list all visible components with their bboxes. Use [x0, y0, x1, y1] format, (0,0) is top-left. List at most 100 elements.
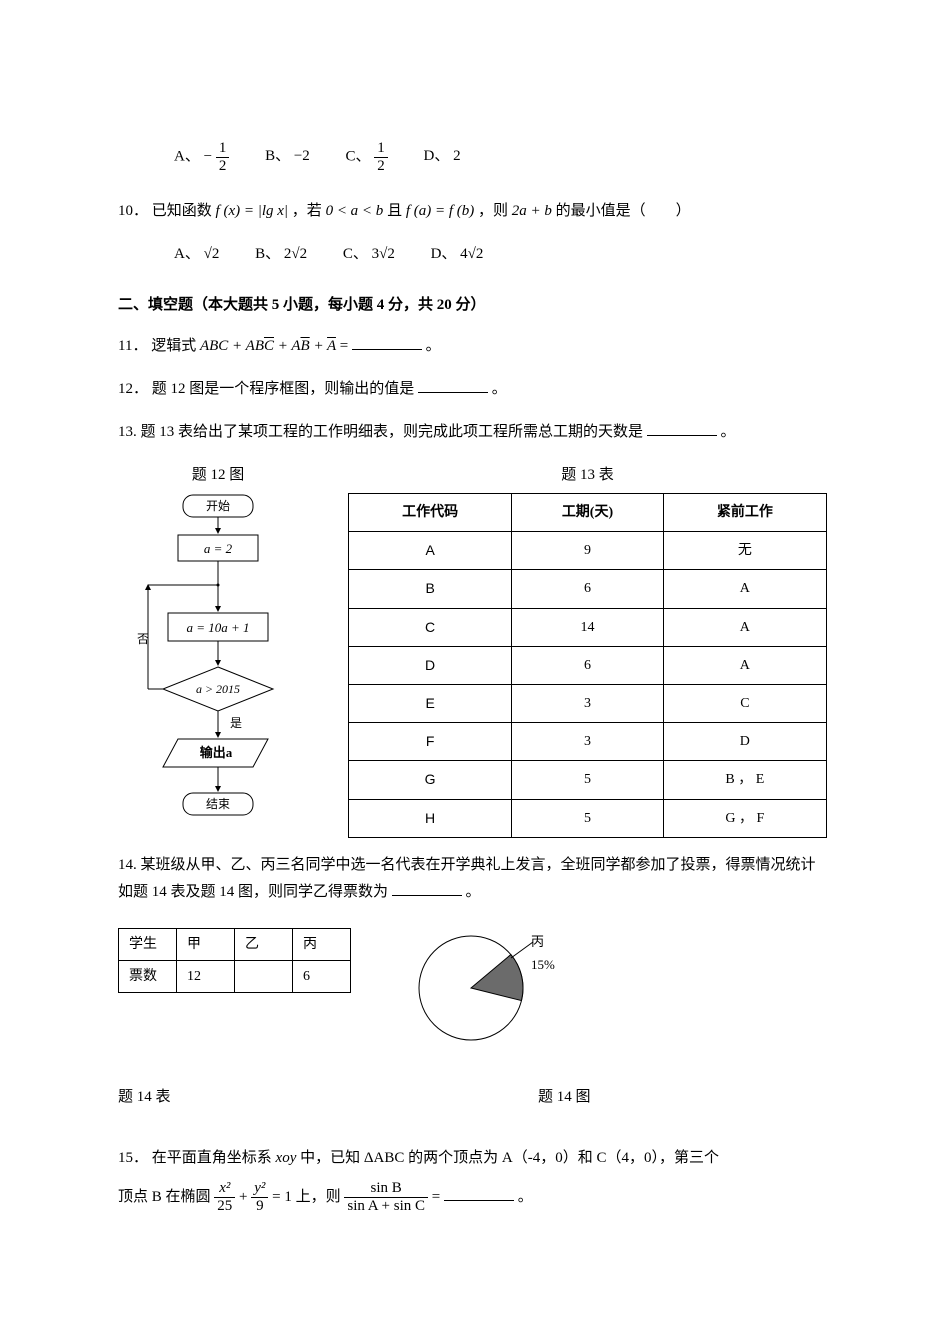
- ellipse-x: x² 25: [214, 1180, 235, 1214]
- td: 5: [512, 799, 664, 837]
- logic-expr: ABC + ABC + AB + A: [200, 338, 340, 354]
- svg-text:是: 是: [230, 716, 242, 730]
- blank: [352, 335, 422, 350]
- table-row: H5G ， F: [349, 799, 827, 837]
- eq: =: [432, 1189, 444, 1205]
- text: ，若: [292, 203, 326, 219]
- q-num: 13.: [118, 424, 137, 440]
- td: G: [349, 761, 512, 799]
- blank: [647, 421, 717, 436]
- table-row: C14A: [349, 608, 827, 646]
- table-row: B6A: [349, 570, 827, 608]
- section-2-title: 二、填空题（本大题共 5 小题，每小题 4 分，共 20 分）: [118, 292, 827, 319]
- end: 。: [492, 381, 507, 397]
- blank: [418, 378, 488, 393]
- q10-opt-c: C、 3√2: [343, 241, 395, 268]
- expr: 2a + b: [512, 203, 552, 219]
- td: H: [349, 799, 512, 837]
- q9-opt-b: B、 −2: [265, 143, 310, 170]
- td: 无: [663, 532, 826, 570]
- q15: 15． 在平面直角坐标系 xoy 中，已知 ΔABC 的两个顶点为 A（-4，0…: [118, 1139, 827, 1217]
- td: D: [349, 646, 512, 684]
- fig12-label: 题 12 图: [118, 462, 318, 489]
- q13: 13. 题 13 表给出了某项工程的工作明细表，则完成此项工程所需总工期的天数是…: [118, 419, 827, 446]
- text: 且: [387, 203, 406, 219]
- td: A: [663, 646, 826, 684]
- flowchart-q12: 题 12 图 开始 a = 2 a = 10a + 1 a: [118, 462, 318, 838]
- td: B: [349, 570, 512, 608]
- fig13-label: 题 13 表: [348, 462, 827, 489]
- q9-opt-a: A、 − 1 2: [174, 140, 229, 174]
- q14-figures: 学生 甲 乙 丙 票数 12 6 丙 15%: [118, 928, 827, 1058]
- end: 。: [466, 884, 481, 900]
- q10-opt-d: D、 4√2: [431, 241, 484, 268]
- eq: f (a) = f (b): [406, 203, 474, 219]
- text: 在平面直角坐标系: [152, 1150, 276, 1166]
- t14: 学生 甲 乙 丙 票数 12 6: [118, 928, 351, 993]
- cond: 0 < a < b: [326, 203, 384, 219]
- text: ，则: [478, 203, 512, 219]
- td: 6: [293, 960, 351, 992]
- table-row: 学生 甲 乙 丙: [119, 928, 351, 960]
- xoy: xoy: [276, 1150, 297, 1166]
- td: 甲: [177, 928, 235, 960]
- text: 的两个顶点为 A（-4，0）和 C（4，0），第三个: [408, 1150, 719, 1166]
- text: 已知函数: [152, 203, 216, 219]
- text: 顶点 B 在椭圆: [118, 1189, 214, 1205]
- table-row: D6A: [349, 646, 827, 684]
- expr: f (x) = |lg x|: [216, 203, 289, 219]
- td: B ， E: [663, 761, 826, 799]
- th: 工期(天): [512, 494, 664, 532]
- q9-opt-c: C、 1 2: [346, 140, 388, 174]
- q10-options: A、 √2 B、 2√2 C、 3√2 D、 4√2: [118, 241, 827, 268]
- sin-frac: sin B sin A + sin C: [344, 1180, 428, 1214]
- svg-text:结束: 结束: [206, 797, 230, 811]
- text: 题 12 图是一个程序框图，则输出的值是: [152, 381, 415, 397]
- caption-table: 题 14 表: [118, 1084, 538, 1111]
- text: = 1 上，则: [272, 1189, 344, 1205]
- end: 。: [518, 1189, 533, 1205]
- frac: 1 2: [374, 140, 388, 174]
- td: D: [663, 723, 826, 761]
- td: A: [349, 532, 512, 570]
- td: 3: [512, 684, 664, 722]
- svg-text:否: 否: [137, 632, 149, 646]
- svg-text:输出a: 输出a: [200, 745, 233, 760]
- table-row: G5B ， E: [349, 761, 827, 799]
- table-q14-wrap: 学生 甲 乙 丙 票数 12 6: [118, 928, 351, 993]
- text: 逻辑式: [151, 338, 200, 354]
- pie-svg: [411, 928, 551, 1048]
- td: G ， F: [663, 799, 826, 837]
- q-num: 15．: [118, 1150, 148, 1166]
- svg-text:开始: 开始: [206, 499, 230, 513]
- table-row: E3C: [349, 684, 827, 722]
- svg-text:a = 2: a = 2: [204, 541, 233, 556]
- t13: 工作代码 工期(天) 紧前工作 A9无B6AC14AD6AE3CF3DG5B ，…: [348, 493, 827, 838]
- text: 的最小值是（ ）: [556, 203, 691, 219]
- svg-text:a > 2015: a > 2015: [196, 682, 240, 696]
- td: [235, 960, 293, 992]
- neg: −: [204, 148, 212, 164]
- q-num: 14.: [118, 857, 137, 873]
- table-row: A9无: [349, 532, 827, 570]
- q10: 10． 已知函数 f (x) = |lg x| ，若 0 < a < b 且 f…: [118, 198, 827, 225]
- td: 票数: [119, 960, 177, 992]
- q-num: 11．: [118, 338, 147, 354]
- table-row: 票数 12 6: [119, 960, 351, 992]
- q10-opt-a: A、 √2: [174, 241, 219, 268]
- opt-label: A、: [174, 148, 200, 164]
- blank: [444, 1186, 514, 1201]
- q-num: 12．: [118, 381, 148, 397]
- td: 6: [512, 646, 664, 684]
- td: 学生: [119, 928, 177, 960]
- q9-options: A、 − 1 2 B、 −2 C、 1 2 D、 2: [118, 140, 827, 174]
- td: 5: [512, 761, 664, 799]
- td: C: [349, 608, 512, 646]
- td: 12: [177, 960, 235, 992]
- th: 紧前工作: [663, 494, 826, 532]
- end: 。: [721, 424, 736, 440]
- td: 6: [512, 570, 664, 608]
- text: 中，已知: [300, 1150, 364, 1166]
- pie-label: 丙 15%: [531, 930, 555, 977]
- td: 9: [512, 532, 664, 570]
